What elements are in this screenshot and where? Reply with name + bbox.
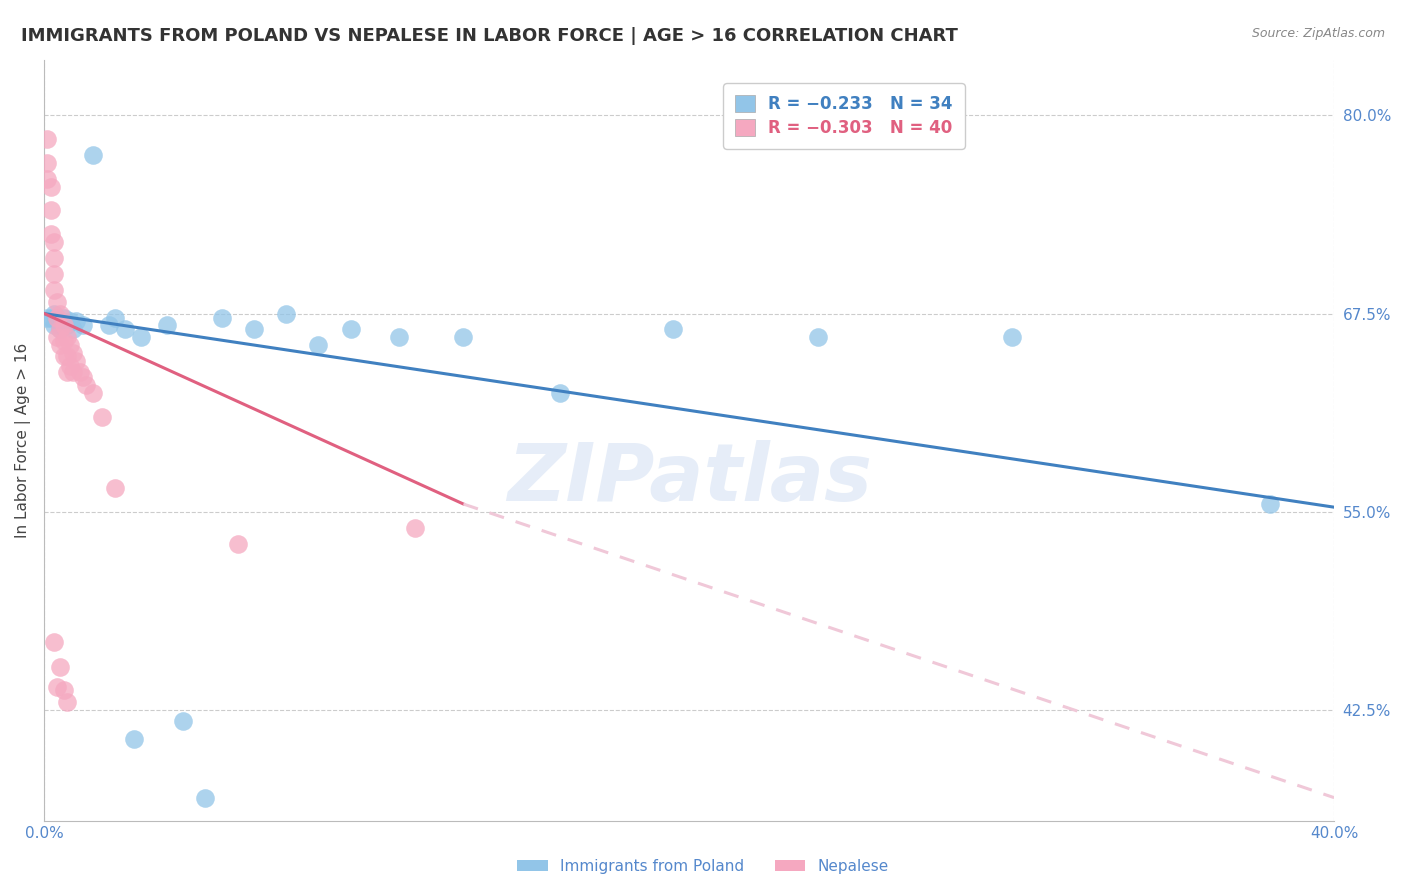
Point xyxy=(129,330,152,344)
Point xyxy=(42,635,65,649)
Point xyxy=(46,680,69,694)
Point xyxy=(42,251,65,265)
Point xyxy=(42,318,65,332)
Point xyxy=(46,311,69,326)
Point xyxy=(274,307,297,321)
Point xyxy=(69,365,91,379)
Point xyxy=(37,155,59,169)
Point xyxy=(114,322,136,336)
Point xyxy=(65,314,87,328)
Point xyxy=(62,322,84,336)
Point xyxy=(52,350,75,364)
Point xyxy=(339,322,361,336)
Point xyxy=(42,235,65,249)
Point xyxy=(194,790,217,805)
Point xyxy=(49,338,72,352)
Point xyxy=(42,283,65,297)
Point xyxy=(156,318,179,332)
Point xyxy=(91,409,114,424)
Point xyxy=(39,227,62,242)
Point xyxy=(55,695,77,709)
Point xyxy=(1001,330,1024,344)
Point xyxy=(37,171,59,186)
Text: IMMIGRANTS FROM POLAND VS NEPALESE IN LABOR FORCE | AGE > 16 CORRELATION CHART: IMMIGRANTS FROM POLAND VS NEPALESE IN LA… xyxy=(21,27,957,45)
Legend: R = −0.233   N = 34, R = −0.303   N = 40: R = −0.233 N = 34, R = −0.303 N = 40 xyxy=(724,83,965,149)
Y-axis label: In Labor Force | Age > 16: In Labor Force | Age > 16 xyxy=(15,343,31,538)
Point xyxy=(49,322,72,336)
Point xyxy=(46,311,69,326)
Point xyxy=(52,311,75,326)
Point xyxy=(46,330,69,344)
Point xyxy=(55,365,77,379)
Point xyxy=(662,322,685,336)
Text: ZIPatlas: ZIPatlas xyxy=(506,440,872,517)
Point xyxy=(59,314,82,328)
Legend: Immigrants from Poland, Nepalese: Immigrants from Poland, Nepalese xyxy=(512,853,894,880)
Point xyxy=(453,330,475,344)
Point xyxy=(72,318,94,332)
Point xyxy=(307,338,329,352)
Point xyxy=(104,311,127,326)
Point xyxy=(46,295,69,310)
Point xyxy=(49,307,72,321)
Point xyxy=(39,311,62,326)
Point xyxy=(388,330,411,344)
Point xyxy=(49,318,72,332)
Point xyxy=(404,521,426,535)
Point xyxy=(82,385,104,400)
Point xyxy=(807,330,830,344)
Text: Source: ZipAtlas.com: Source: ZipAtlas.com xyxy=(1251,27,1385,40)
Point xyxy=(548,385,571,400)
Point xyxy=(226,537,249,551)
Point xyxy=(39,179,62,194)
Point xyxy=(55,330,77,344)
Point xyxy=(37,132,59,146)
Point xyxy=(97,318,120,332)
Point xyxy=(1258,497,1281,511)
Point xyxy=(124,731,146,746)
Point xyxy=(59,338,82,352)
Point xyxy=(55,318,77,332)
Point xyxy=(104,481,127,495)
Point xyxy=(243,322,266,336)
Point xyxy=(39,203,62,218)
Point xyxy=(62,365,84,379)
Point xyxy=(211,311,233,326)
Point xyxy=(52,682,75,697)
Point xyxy=(52,318,75,332)
Point xyxy=(55,350,77,364)
Point xyxy=(75,378,97,392)
Point xyxy=(37,311,59,326)
Point xyxy=(49,322,72,336)
Point xyxy=(72,370,94,384)
Point xyxy=(42,267,65,281)
Point xyxy=(62,346,84,360)
Point xyxy=(82,148,104,162)
Point xyxy=(52,334,75,348)
Point xyxy=(59,359,82,373)
Point xyxy=(172,714,194,729)
Point xyxy=(49,660,72,674)
Point xyxy=(42,307,65,321)
Point xyxy=(65,354,87,368)
